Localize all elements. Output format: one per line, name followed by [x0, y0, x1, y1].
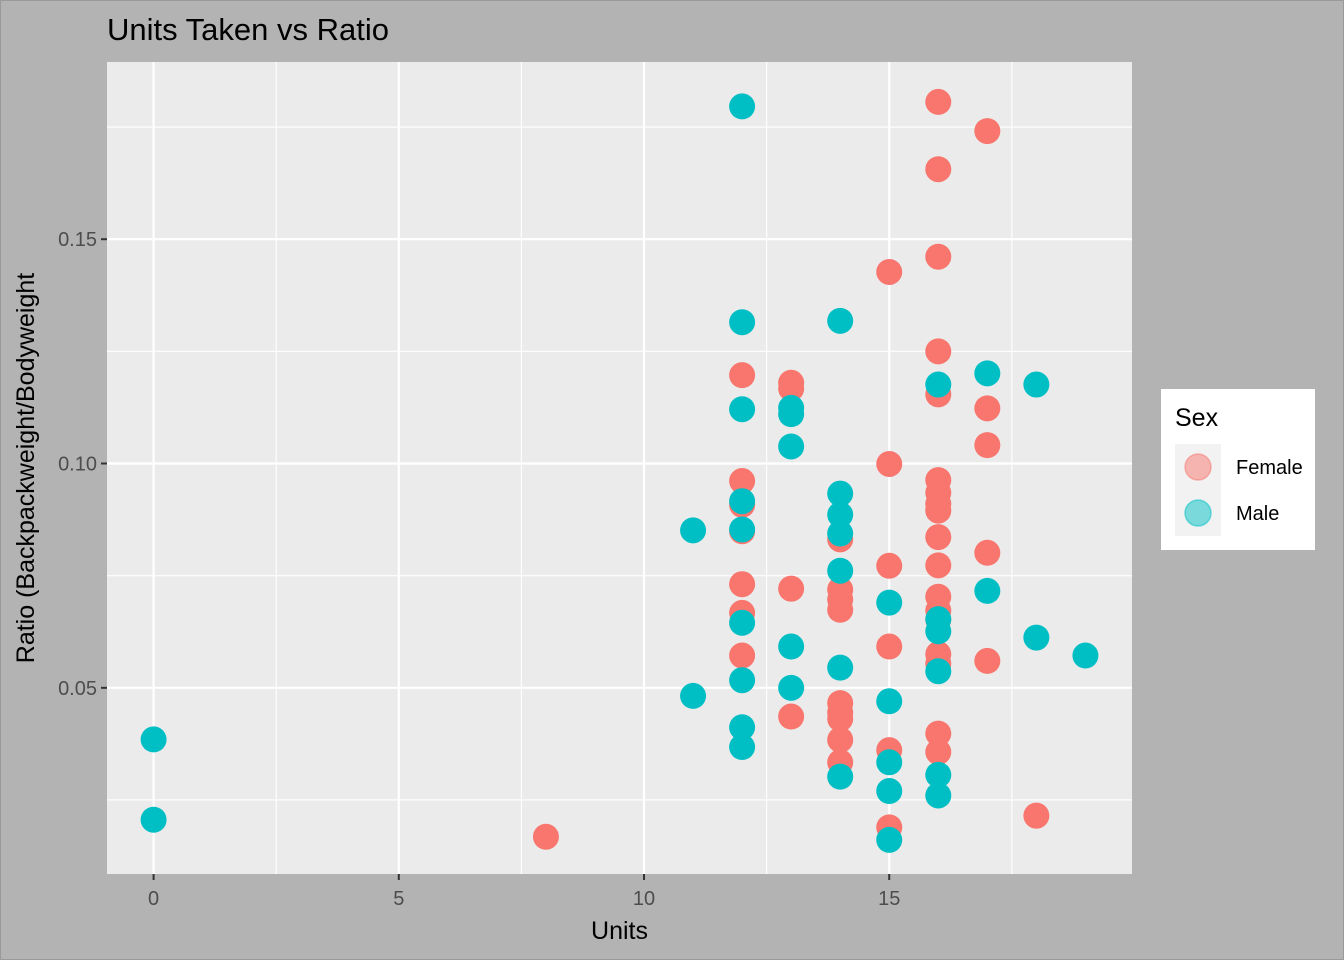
data-point-male: [729, 609, 756, 636]
data-point-female: [925, 156, 952, 183]
data-point-female: [925, 88, 952, 115]
data-point-male: [680, 682, 707, 709]
x-tick-label: 5: [393, 888, 404, 910]
y-axis: 0.05 0.10 0.15: [58, 229, 107, 700]
data-point-female: [827, 705, 854, 732]
data-point-female: [974, 432, 1001, 459]
data-point-male: [974, 360, 1001, 387]
data-point-female: [974, 118, 1001, 145]
data-point-female: [974, 539, 1001, 566]
data-point-male: [729, 516, 756, 543]
data-point-male: [876, 589, 903, 616]
data-point-female: [778, 575, 805, 602]
data-point-male: [925, 371, 952, 398]
data-point-male: [1023, 371, 1050, 398]
legend: Sex Female Male: [1161, 389, 1315, 550]
data-point-female: [925, 497, 952, 524]
data-point-female: [876, 633, 903, 660]
data-point-male: [729, 734, 756, 761]
data-point-female: [729, 362, 756, 389]
data-point-male: [140, 726, 167, 753]
data-point-female: [925, 338, 952, 365]
data-point-male: [729, 667, 756, 694]
data-point-female: [974, 395, 1001, 422]
data-point-female: [876, 552, 903, 579]
data-points: [140, 88, 1099, 853]
data-point-male: [925, 761, 952, 788]
data-point-male: [925, 618, 952, 645]
x-axis: 0 5 10 15: [148, 874, 900, 910]
data-point-female: [729, 571, 756, 598]
y-tick-label: 0.10: [58, 454, 97, 476]
x-tick-label: 15: [878, 888, 900, 910]
data-point-female: [925, 243, 952, 270]
data-point-male: [876, 749, 903, 776]
data-point-male: [778, 401, 805, 428]
data-point-male: [827, 307, 854, 334]
data-point-male: [729, 93, 756, 120]
chart-title: Units Taken vs Ratio: [107, 12, 389, 47]
plot-panel: [107, 62, 1132, 874]
data-point-male: [1072, 642, 1099, 669]
x-tick-label: 0: [148, 888, 159, 910]
data-point-male: [827, 501, 854, 528]
data-point-female: [729, 642, 756, 669]
legend-label-male: Male: [1236, 503, 1279, 525]
data-point-male: [729, 396, 756, 423]
data-point-male: [729, 309, 756, 336]
legend-label-female: Female: [1236, 457, 1303, 479]
data-point-male: [876, 826, 903, 853]
data-point-female: [778, 375, 805, 402]
data-point-male: [1023, 624, 1050, 651]
legend-key-male: [1184, 499, 1212, 527]
legend-key-female: [1184, 453, 1212, 481]
data-point-female: [729, 468, 756, 495]
data-point-female: [1023, 802, 1050, 829]
data-point-female: [827, 596, 854, 623]
data-point-male: [729, 488, 756, 515]
data-point-female: [827, 726, 854, 753]
data-point-male: [925, 658, 952, 685]
minor-gridlines: [107, 62, 1132, 874]
data-point-female: [778, 703, 805, 730]
data-point-male: [778, 674, 805, 701]
data-point-male: [925, 782, 952, 809]
data-point-male: [778, 433, 805, 460]
data-point-male: [974, 577, 1001, 604]
legend-entries: Female Male: [1175, 444, 1303, 536]
data-point-male: [827, 654, 854, 681]
data-point-male: [827, 763, 854, 790]
y-tick-label: 0.05: [58, 678, 97, 700]
data-point-female: [925, 524, 952, 551]
data-point-male: [778, 633, 805, 660]
data-point-male: [876, 688, 903, 715]
y-axis-title: Ratio (Backpackweight/Bodyweight: [12, 273, 40, 664]
x-tick-label: 10: [633, 888, 655, 910]
data-point-female: [974, 647, 1001, 674]
x-axis-title: Units: [591, 917, 648, 945]
y-tick-label: 0.15: [58, 229, 97, 251]
data-point-female: [925, 552, 952, 579]
data-point-female: [532, 823, 559, 850]
data-point-female: [876, 258, 903, 285]
data-point-male: [827, 520, 854, 547]
data-point-male: [827, 480, 854, 507]
data-point-male: [876, 778, 903, 805]
data-point-male: [140, 806, 167, 833]
data-point-female: [925, 720, 952, 747]
data-point-male: [680, 517, 707, 544]
data-point-male: [729, 714, 756, 741]
data-point-female: [925, 738, 952, 765]
legend-title: Sex: [1175, 404, 1219, 432]
data-point-male: [827, 557, 854, 584]
data-point-female: [876, 450, 903, 477]
